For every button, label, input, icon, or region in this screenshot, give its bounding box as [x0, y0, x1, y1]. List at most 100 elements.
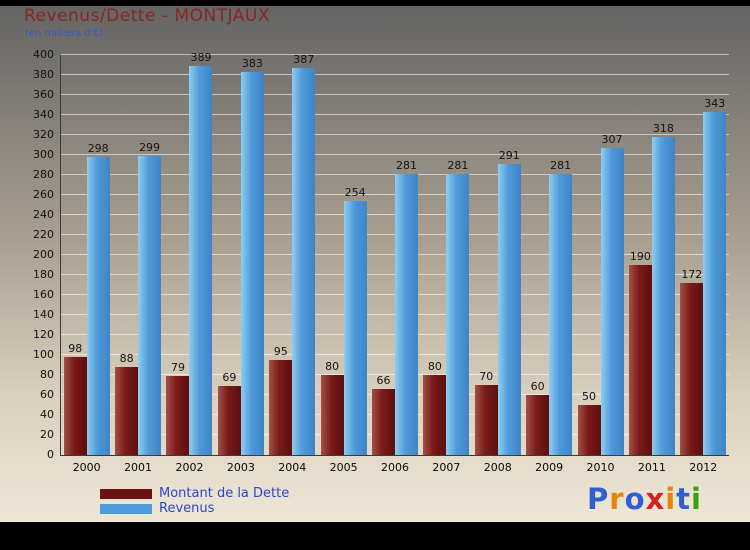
bar-group: 80 254 2005	[318, 55, 369, 474]
x-axis-label: 2011	[637, 461, 666, 474]
bar-revenus	[86, 157, 110, 455]
legend: Montant de la Dette Revenus	[100, 486, 289, 516]
y-axis-tick-label: 140	[33, 308, 54, 321]
logo-letter: P	[586, 482, 610, 516]
legend-item-revenus: Revenus	[100, 501, 289, 516]
bar-dette	[526, 395, 550, 455]
bar-revenus	[600, 148, 624, 455]
bar-dette	[320, 375, 344, 455]
x-axis-label: 2002	[175, 461, 204, 474]
bar-value-label: 291	[498, 149, 520, 162]
bar-value-label: 318	[652, 122, 674, 135]
bar-dette	[423, 375, 447, 455]
gridline	[61, 134, 729, 135]
bar-dette	[115, 367, 139, 455]
x-axis-label: 2012	[689, 461, 718, 474]
y-axis-tick-label: 340	[33, 108, 54, 121]
y-axis-tick-label: 40	[40, 408, 54, 421]
logo-letter: i	[691, 482, 702, 516]
bar-value-label: 281	[550, 159, 572, 172]
x-axis-label: 2007	[432, 461, 461, 474]
bar-value-label: 172	[681, 268, 703, 281]
y-axis-tick-label: 260	[33, 188, 54, 201]
y-axis-tick-label: 160	[33, 288, 54, 301]
bar-value-label: 389	[190, 51, 212, 64]
y-axis-tick-label: 120	[33, 328, 54, 341]
y-axis-tick-label: 200	[33, 248, 54, 261]
bar-revenus	[549, 174, 573, 455]
bar-dette	[63, 357, 87, 455]
bar-value-label: 299	[139, 141, 161, 154]
logo-letter: i	[665, 482, 677, 516]
logo-letter: r	[609, 482, 625, 516]
y-axis-tick-label: 320	[33, 128, 54, 141]
bar-group: 66 281 2006	[369, 55, 420, 474]
y-axis-tick-label: 240	[33, 208, 54, 221]
bar-value-label: 60	[530, 380, 545, 393]
legend-label-revenus: Revenus	[159, 501, 215, 516]
bar-group: 172 343 2012	[678, 55, 729, 474]
bar-dette	[577, 405, 601, 455]
bar-dette	[371, 389, 395, 455]
bar-value-label: 254	[344, 186, 366, 199]
bar-dette	[217, 386, 241, 455]
bar-value-label: 387	[293, 53, 315, 66]
x-axis-label: 2009	[535, 461, 564, 474]
bar-group: 69 383 2003	[215, 55, 266, 474]
chart-title: Revenus/Dette - MONTJAUX	[24, 6, 271, 26]
logo-letter: t	[676, 482, 692, 516]
bar-value-label: 80	[427, 360, 442, 373]
y-axis-tick-label: 60	[40, 388, 54, 401]
y-axis-tick-label: 300	[33, 148, 54, 161]
chart-subtitle: (en milliers d'€)	[25, 28, 104, 39]
bar-value-label: 307	[601, 133, 623, 146]
bar-revenus	[703, 112, 727, 455]
legend-swatch-dette	[100, 488, 152, 499]
logo-letter: o	[624, 482, 646, 516]
x-axis-label: 2008	[483, 461, 512, 474]
y-axis-tick-label: 280	[33, 168, 54, 181]
legend-label-dette: Montant de la Dette	[159, 486, 290, 501]
bar-dette	[166, 376, 190, 455]
bar-group: 98 298 2000	[61, 55, 112, 474]
y-axis-tick-label: 220	[33, 228, 54, 241]
gridline	[61, 114, 729, 115]
bar-revenus	[446, 174, 470, 455]
gridline	[61, 54, 729, 55]
y-axis-tick-label: 100	[33, 348, 54, 361]
bar-revenus	[497, 164, 521, 455]
y-axis-tick-label: 400	[33, 48, 54, 61]
bar-revenus	[651, 137, 675, 455]
proxiti-logo: Proxiti	[587, 482, 702, 516]
bar-group: 95 387 2004	[267, 53, 318, 474]
bar-dette	[474, 385, 498, 455]
bar-value-label: 383	[241, 57, 263, 70]
bar-value-label: 95	[273, 345, 288, 358]
bar-group: 50 307 2010	[575, 55, 626, 474]
bar-value-label: 69	[222, 371, 237, 384]
gridline	[61, 74, 729, 75]
x-axis-label: 2001	[124, 461, 153, 474]
bar-revenus	[343, 201, 367, 455]
bar-revenus	[394, 174, 418, 455]
y-axis-tick-label: 0	[47, 448, 54, 461]
legend-swatch-revenus	[100, 503, 152, 514]
bar-revenus	[292, 68, 316, 455]
bar-value-label: 70	[479, 370, 494, 383]
bar-dette	[628, 265, 652, 455]
bar-value-label: 281	[447, 159, 469, 172]
gridline	[61, 154, 729, 155]
bar-value-label: 343	[704, 97, 726, 110]
bar-value-label: 66	[376, 374, 391, 387]
bar-value-label: 98	[68, 342, 83, 355]
y-axis-tick-label: 20	[40, 428, 54, 441]
bar-value-label: 281	[395, 159, 417, 172]
y-axis-tick-label: 380	[33, 68, 54, 81]
bar-group: 70 291 2008	[472, 55, 523, 474]
legend-item-dette: Montant de la Dette	[100, 486, 289, 501]
bar-revenus	[189, 66, 213, 455]
y-axis-tick-label: 180	[33, 268, 54, 281]
bar-value-label: 80	[325, 360, 340, 373]
bar-group: 60 281 2009	[523, 55, 574, 474]
plot-area: 98 298 2000 88 299 2001 79 389 2002 69 383 2003 95 38…	[60, 51, 729, 474]
